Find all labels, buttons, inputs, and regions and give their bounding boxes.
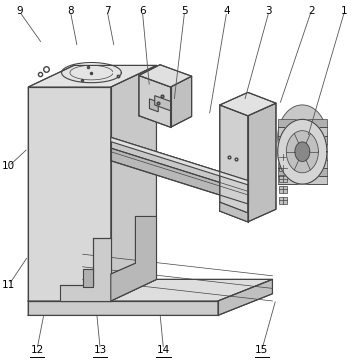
Text: 10: 10 [2, 161, 16, 171]
Polygon shape [111, 137, 248, 191]
Polygon shape [28, 65, 156, 87]
Text: 5: 5 [181, 6, 188, 17]
Polygon shape [60, 238, 111, 301]
Polygon shape [286, 131, 318, 173]
Polygon shape [278, 168, 327, 176]
Text: 15: 15 [255, 344, 269, 355]
Polygon shape [278, 176, 327, 184]
Polygon shape [278, 144, 327, 152]
Polygon shape [220, 105, 248, 222]
Polygon shape [218, 279, 273, 316]
Text: 12: 12 [30, 344, 44, 355]
Text: 8: 8 [67, 6, 74, 17]
Polygon shape [220, 92, 276, 116]
Text: 6: 6 [139, 6, 146, 17]
Polygon shape [278, 119, 327, 127]
Polygon shape [83, 269, 93, 287]
Polygon shape [295, 142, 310, 161]
Text: 9: 9 [16, 6, 23, 17]
Text: 3: 3 [266, 6, 272, 17]
Polygon shape [28, 279, 273, 301]
Polygon shape [111, 148, 248, 195]
Polygon shape [139, 65, 192, 87]
Polygon shape [280, 175, 287, 182]
Polygon shape [280, 186, 287, 193]
Polygon shape [280, 165, 287, 171]
Polygon shape [248, 103, 276, 222]
Polygon shape [278, 152, 327, 160]
Polygon shape [278, 135, 327, 144]
Text: 11: 11 [2, 280, 16, 290]
Polygon shape [280, 154, 287, 160]
Polygon shape [278, 119, 327, 184]
Text: 2: 2 [308, 6, 314, 17]
Polygon shape [278, 160, 327, 168]
Polygon shape [171, 76, 192, 127]
Text: 7: 7 [104, 6, 110, 17]
Text: 14: 14 [157, 344, 170, 355]
Polygon shape [111, 137, 248, 185]
Polygon shape [155, 96, 171, 111]
Text: 4: 4 [223, 6, 230, 17]
Polygon shape [280, 197, 287, 204]
Polygon shape [149, 99, 158, 112]
Polygon shape [28, 301, 218, 316]
Polygon shape [111, 217, 156, 301]
Text: 1: 1 [341, 6, 348, 17]
Polygon shape [278, 105, 327, 170]
Text: 13: 13 [93, 344, 107, 355]
Polygon shape [111, 65, 156, 301]
Polygon shape [28, 87, 111, 301]
Polygon shape [220, 202, 248, 222]
Polygon shape [278, 127, 327, 135]
Polygon shape [111, 148, 248, 204]
Polygon shape [139, 75, 171, 127]
